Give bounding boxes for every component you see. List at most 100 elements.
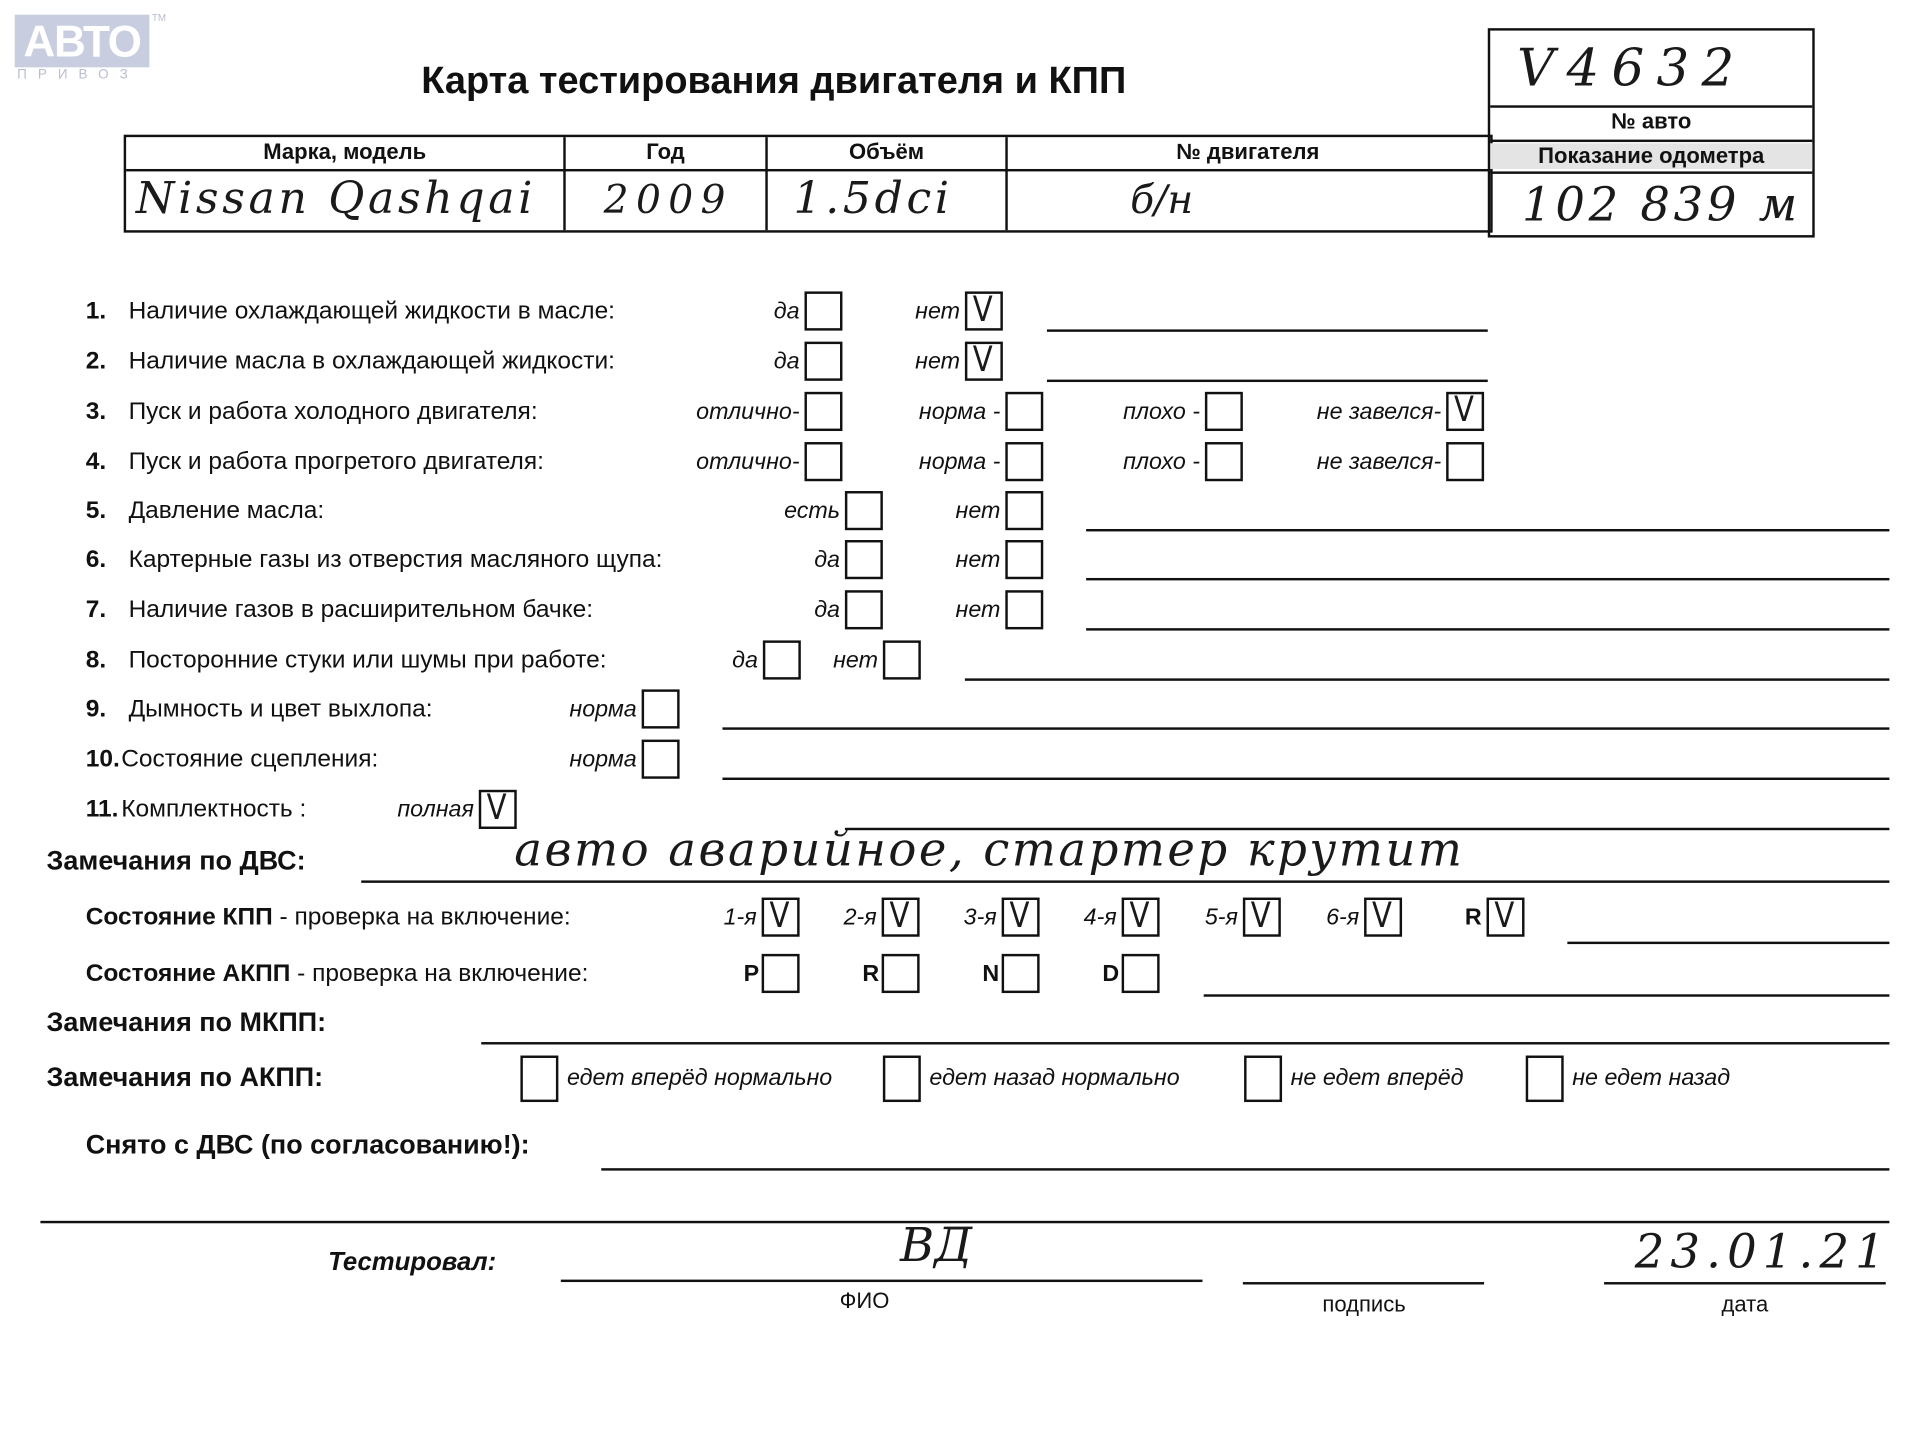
remarks-line[interactable] <box>844 827 1890 831</box>
akpp-remark-checkbox[interactable] <box>1525 1055 1564 1103</box>
gear-checkbox[interactable]: V <box>1242 895 1281 937</box>
option-checkbox[interactable]: V <box>964 288 1003 331</box>
check-mark-icon: V <box>972 339 993 380</box>
option-label: да <box>773 348 800 375</box>
akpp-position-checkbox[interactable] <box>1001 953 1040 994</box>
remarks-line[interactable] <box>1046 329 1488 332</box>
remarks-line[interactable] <box>722 777 1890 781</box>
remarks-line[interactable] <box>722 727 1890 730</box>
remarks-line[interactable] <box>964 678 1890 681</box>
gear-checkbox[interactable]: V <box>1486 895 1525 937</box>
odometer-value[interactable]: 102 839 м <box>1522 177 1801 232</box>
gear-label: R <box>1464 904 1482 931</box>
option-label: норма - <box>918 399 1001 425</box>
dvs-remarks-label: Замечания по ДВС: <box>46 844 306 876</box>
option-checkbox[interactable] <box>804 391 843 432</box>
option-checkbox[interactable] <box>1005 391 1044 432</box>
remarks-line[interactable] <box>1086 577 1890 581</box>
option-checkbox[interactable] <box>804 341 843 381</box>
akpp-position-label: D <box>1102 961 1120 987</box>
name-caption: ФИО <box>839 1288 890 1313</box>
signature-line[interactable] <box>1242 1282 1485 1285</box>
mkpp-remarks-line[interactable] <box>481 1042 1890 1045</box>
option-checkbox[interactable] <box>1446 442 1485 482</box>
option-checkbox[interactable] <box>844 590 883 630</box>
item-label: Пуск и работа холодного двигателя: <box>128 397 538 425</box>
akpp-position-label: N <box>982 961 1000 987</box>
year-value[interactable]: 2009 <box>603 176 733 223</box>
option-label: есть <box>784 498 841 525</box>
akpp-position-label: P <box>743 961 760 987</box>
gear-label: 3-я <box>963 904 997 931</box>
option-checkbox[interactable] <box>641 689 680 729</box>
remarks-line[interactable] <box>1086 528 1890 532</box>
engine-number-value[interactable]: б/н <box>1130 176 1194 223</box>
gear-checkbox[interactable]: V <box>761 895 800 937</box>
item-number: 11. <box>85 795 119 823</box>
option-checkbox[interactable] <box>641 739 680 779</box>
gear-checkbox[interactable]: V <box>1121 895 1160 937</box>
option-checkbox[interactable] <box>1005 491 1044 531</box>
akpp-label: Состояние АКПП - проверка на включение: <box>86 960 589 988</box>
dvs-remarks-value[interactable]: авто аварийное, стартер крутит <box>514 822 1465 877</box>
name-line <box>560 1279 1203 1283</box>
gear-checkbox[interactable]: V <box>1364 895 1403 937</box>
logo-subtitle: ПРИВОЗ <box>17 67 139 83</box>
option-label: не завелся- <box>1316 399 1442 425</box>
option-checkbox[interactable] <box>804 291 843 331</box>
item-label: Наличие масла в охлаждающей жидкости: <box>128 347 616 375</box>
test-date[interactable]: 23.01.21 <box>1634 1224 1891 1279</box>
kpp-label: Состояние КПП - проверка на включение: <box>86 904 571 932</box>
kpp-label-bold: Состояние КПП <box>85 903 273 931</box>
kpp-label-rest: - проверка на включение: <box>272 903 571 931</box>
akpp-remark-label: едет назад нормально <box>929 1065 1180 1092</box>
page-title: Карта тестирования двигателя и КПП <box>421 58 1127 102</box>
gear-label: 6-я <box>1326 904 1360 931</box>
option-checkbox[interactable] <box>1005 442 1044 482</box>
akpp-line <box>1203 994 1890 997</box>
tester-name[interactable]: ВД <box>900 1218 973 1273</box>
auto-number-value[interactable]: V4632 <box>1517 37 1747 98</box>
gear-label: 2-я <box>843 904 877 931</box>
option-checkbox[interactable] <box>882 640 921 680</box>
option-checkbox[interactable] <box>844 540 883 580</box>
check-mark-icon: V <box>972 288 993 330</box>
option-checkbox[interactable] <box>1005 540 1044 580</box>
option-label: нет <box>955 498 1001 525</box>
option-label: да <box>814 597 841 624</box>
akpp-position-checkbox[interactable] <box>881 953 920 994</box>
gear-checkbox[interactable]: V <box>881 895 920 937</box>
akpp-remark-label: не едет вперёд <box>1290 1065 1464 1092</box>
remarks-line[interactable] <box>1046 379 1488 383</box>
remarks-line[interactable] <box>1086 628 1890 631</box>
item-number: 6. <box>85 546 107 574</box>
tested-label: Тестировал: <box>328 1247 497 1276</box>
make-model-value[interactable]: Nissan Qashqai <box>135 173 536 225</box>
akpp-position-checkbox[interactable] <box>1121 953 1160 994</box>
gear-checkbox[interactable]: V <box>1001 895 1040 937</box>
option-checkbox[interactable]: V <box>964 339 1003 381</box>
option-checkbox[interactable] <box>804 442 843 482</box>
akpp-remark-checkbox[interactable] <box>1244 1055 1283 1103</box>
option-label: нет <box>833 647 878 674</box>
item-label: Комплектность : <box>121 795 307 823</box>
option-checkbox[interactable] <box>762 640 801 680</box>
akpp-remark-checkbox[interactable] <box>882 1055 921 1103</box>
option-checkbox[interactable] <box>1204 442 1243 482</box>
akpp-remark-checkbox[interactable] <box>520 1055 559 1103</box>
option-checkbox[interactable] <box>1005 590 1044 630</box>
odometer-label: Показание одометра <box>1490 143 1813 169</box>
option-label: нет <box>955 547 1001 574</box>
option-checkbox[interactable]: V <box>1446 389 1485 432</box>
option-checkbox[interactable] <box>1204 391 1243 432</box>
item-number: 8. <box>85 646 107 674</box>
volume-value[interactable]: 1.5dci <box>793 173 953 225</box>
option-checkbox[interactable] <box>844 491 883 531</box>
option-label: норма - <box>918 449 1001 476</box>
akpp-position-checkbox[interactable] <box>761 953 800 994</box>
akpp-remark-label: едет вперёд нормально <box>566 1065 833 1092</box>
option-label: норма <box>569 746 637 773</box>
removed-line[interactable] <box>601 1168 1890 1171</box>
option-checkbox[interactable]: V <box>478 787 517 829</box>
